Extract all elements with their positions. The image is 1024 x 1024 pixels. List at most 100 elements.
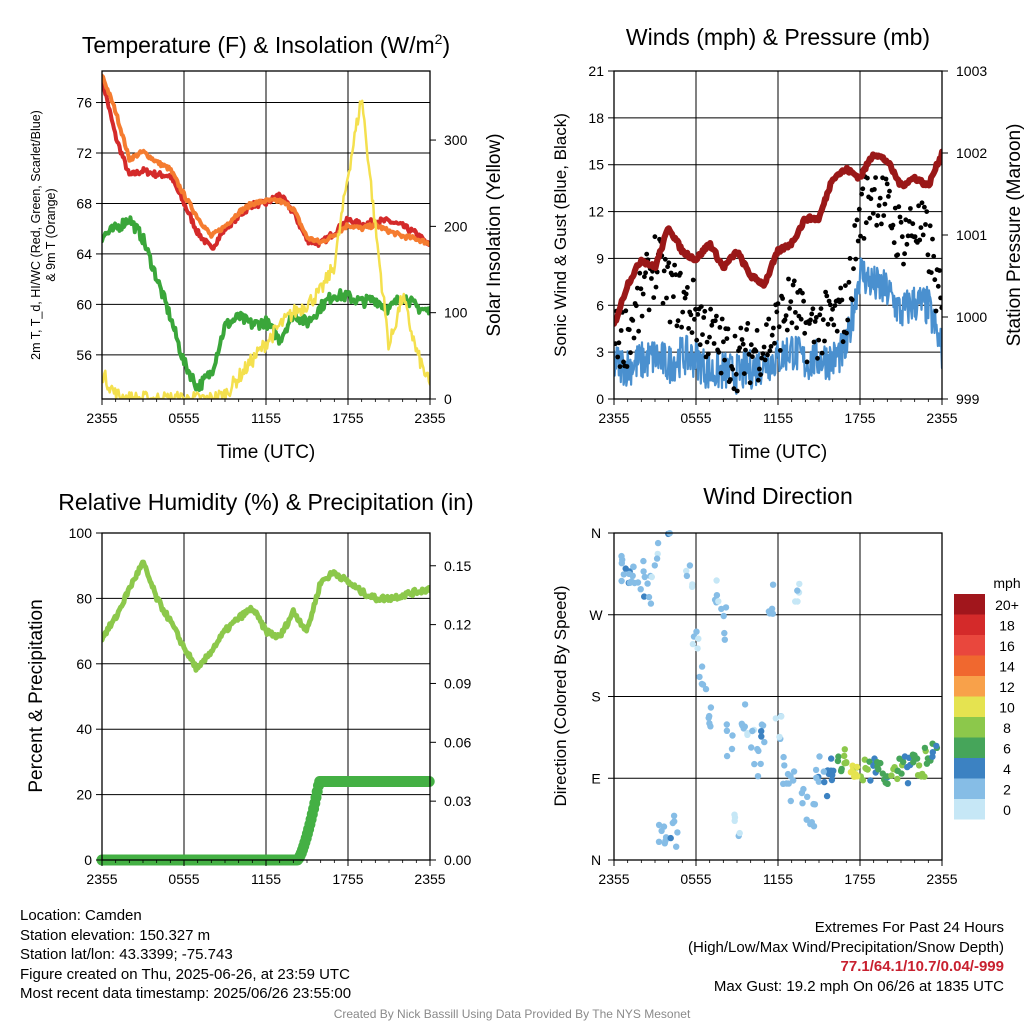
y-right-tick-label: 0 [444,391,452,407]
gust-point [927,223,933,229]
gust-point [874,222,880,228]
gust-point [740,341,746,347]
direction-point [728,745,736,753]
y-right-tick-label: 0.00 [444,852,471,868]
gust-point [912,234,918,240]
direction-point [653,555,661,562]
direction-point [919,770,926,778]
gust-point [811,339,817,345]
direction-point [911,752,918,759]
direction-point [933,742,940,750]
speed-legend [954,594,985,820]
x-tick-label: 0555 [680,410,711,426]
y-right-tick-label: 200 [444,218,468,234]
gust-point [739,337,745,342]
legend-label: 0 [1003,802,1011,818]
gust-point [782,317,788,323]
gust-point [884,181,890,187]
gust-point [630,318,636,323]
direction-point [628,578,635,585]
direction-point [901,753,909,760]
gust-point [812,319,818,324]
gust-point [831,322,837,328]
gust-point [714,313,719,319]
gust-point [754,328,760,333]
direction-point [640,568,647,575]
direction-point [651,562,658,569]
gust-point [717,325,723,330]
gust-point [690,277,696,283]
direction-point [673,843,680,850]
gust-point [775,301,781,306]
gust-point [748,342,754,348]
gust-point [804,359,810,365]
extremes-values: 77.1/64.1/10.7/0.04/-999 [840,958,1004,975]
direction-point [803,816,810,823]
legend-swatch [954,655,985,676]
gust-point [807,321,812,326]
gust-point [887,188,892,194]
y-tick-label: 72 [76,145,92,161]
gust-point [876,203,882,208]
gust-point [834,328,840,334]
gust-point [728,377,733,382]
gust-point [642,274,647,280]
direction-point [619,556,626,563]
y-right-tick-label: 1002 [956,145,987,161]
chart-title: Temperature (F) & Insolation (W/m2) [82,31,450,58]
gust-point [649,276,654,281]
direction-point [706,720,713,727]
gust-point [856,206,862,212]
gust-point [669,272,675,278]
y-axis-label: Percent & Precipitation [26,599,47,792]
gust-point [908,206,913,211]
y-tick-label: 9 [596,250,604,266]
gust-point [753,348,759,354]
direction-point [780,753,787,761]
gust-point [930,236,935,242]
gust-point [685,285,690,290]
direction-point [780,780,787,787]
gust-point [935,283,941,289]
direction-point [781,762,788,769]
gust-point [711,341,717,346]
direction-point [667,834,674,842]
gust-point [774,309,780,315]
direction-point [835,753,842,760]
gust-point [750,354,755,360]
y-axis-label-line2: & 9m T (Orange) [44,188,58,281]
dir-grid [614,533,942,860]
gust-point [928,270,934,275]
gust-point [918,225,924,231]
gust-point [631,335,637,341]
direction-point [794,587,801,594]
gust-point [863,220,869,226]
y-tick-label: 0 [84,852,92,868]
direction-point [785,780,792,787]
gust-point [873,175,878,181]
direction-point [799,800,806,807]
x-tick-label: 0555 [680,871,711,887]
x-tick-label: 1155 [251,410,281,426]
gust-point [745,321,751,326]
direction-point [875,766,882,773]
series-relative-humidity [102,559,430,673]
x-tick-label: 1755 [332,410,363,426]
direction-point [702,685,710,693]
y-right-axis-label: Station Pressure (Maroon) [1004,124,1024,347]
gust-point [765,352,770,358]
legend-swatch [954,758,985,779]
gust-point [882,201,888,207]
direction-point [859,777,867,784]
y-tick-label: 18 [588,110,604,126]
direction-point [630,563,637,571]
gust-point [661,268,667,274]
legend-swatch [954,778,985,799]
direction-point [820,768,827,775]
gust-point [757,366,762,372]
direction-point [898,770,905,777]
gust-point [783,313,789,318]
gust-point [743,347,748,353]
gust-point [621,359,626,365]
direction-point [910,759,917,766]
